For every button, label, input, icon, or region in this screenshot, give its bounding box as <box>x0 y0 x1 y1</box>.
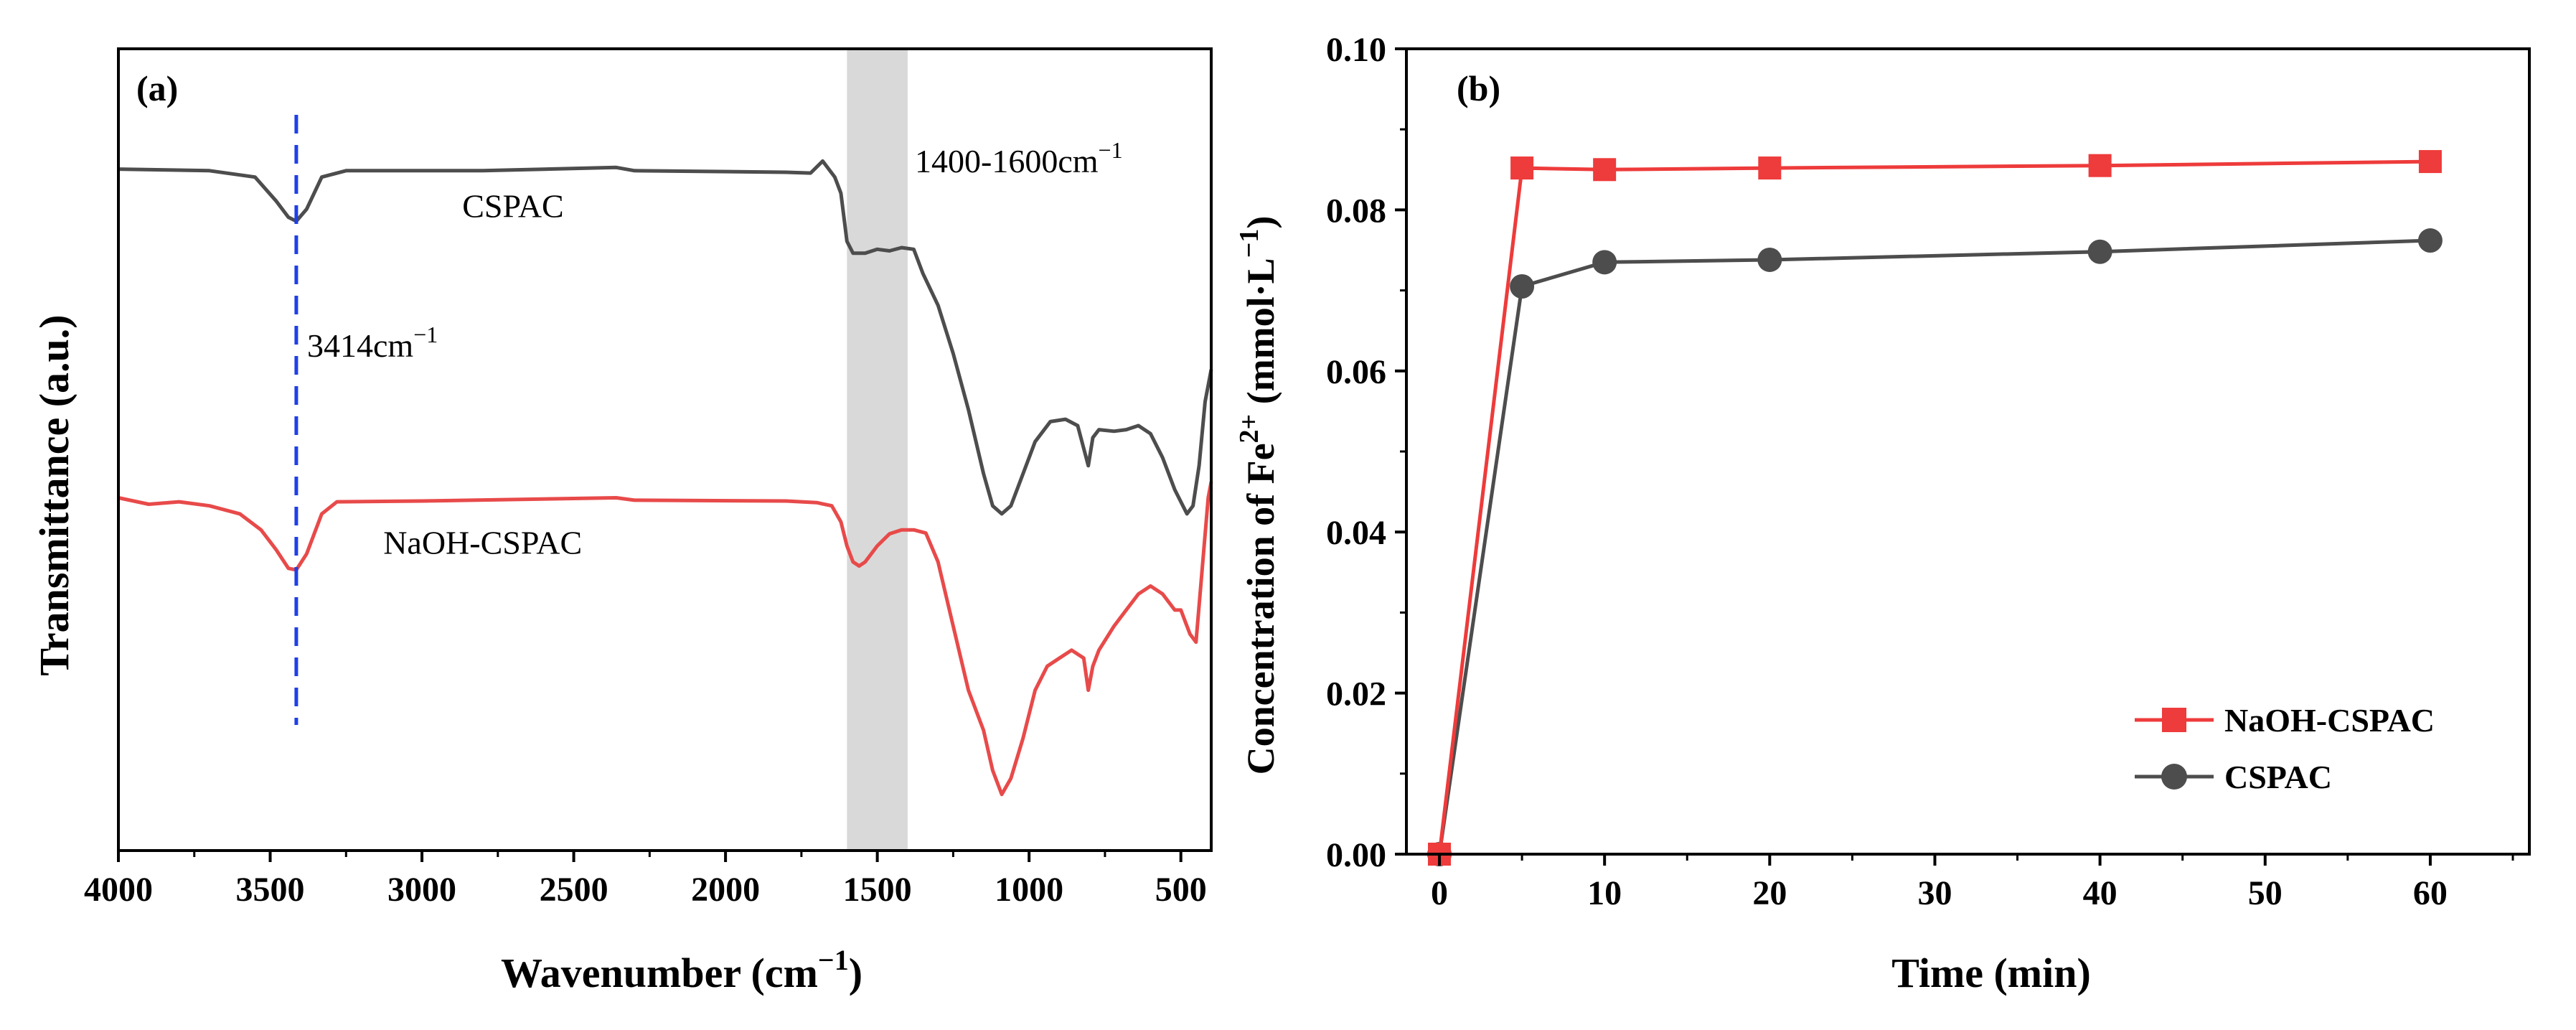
y-label-text: Concentration of Fe <box>1239 443 1282 774</box>
x-label-text: Wavenumber (cm <box>501 950 818 996</box>
panel-b-y-axis-label: Concentration of Fe2+ (mmol·L−1) <box>1234 216 1282 775</box>
series-line-cspac <box>118 159 1213 516</box>
panel-b-fe-concentration-chart: 0 10 20 30 40 50 60 0.00 0.02 0.04 0.06 0.08 0.10 (b… <box>1234 31 2531 996</box>
y-label-mid: (mmol·L <box>1239 258 1282 413</box>
x-tick-label: 30 <box>1917 874 1952 912</box>
y-tick-label: 0.04 <box>1326 514 1386 552</box>
x-tick-label: 3000 <box>387 871 456 909</box>
panel-a-ftir-chart: 4000 3500 3000 2500 2000 1500 1000 500 (a) 1400… <box>31 47 1213 996</box>
x-tick-label: 1000 <box>995 871 1063 909</box>
y-tick-label: 0.00 <box>1326 836 1386 874</box>
data-point-naoh-cspac <box>2088 154 2112 177</box>
x-tick-label: 3500 <box>236 871 305 909</box>
series-line-cspac <box>1437 238 2430 855</box>
panel-b-series-group <box>1427 150 2443 866</box>
y-label-close: ) <box>1239 216 1282 229</box>
data-point-naoh-cspac <box>1510 156 1534 180</box>
legend-label-naoh-cspac: NaOH-CSPAC <box>2224 702 2435 739</box>
data-point-cspac <box>1510 273 1535 299</box>
y-tick-label: 0.02 <box>1326 675 1386 713</box>
data-point-naoh-cspac <box>2418 150 2442 174</box>
legend: NaOH-CSPAC CSPAC <box>2135 702 2435 795</box>
panel-a-plot-frame <box>117 47 1213 852</box>
panel-b-ticks: 0 10 20 30 40 50 60 0.00 0.02 0.04 0.06 0.08 0.10 <box>1326 31 2514 912</box>
x-tick-label: 0 <box>1431 874 1448 912</box>
data-point-cspac <box>2417 228 2443 253</box>
y-label-sup2: −1 <box>1234 229 1264 258</box>
band-label-text: 1400-1600cm <box>915 143 1099 179</box>
data-point-cspac <box>2087 239 2112 264</box>
y-tick-label: 0.08 <box>1326 192 1386 230</box>
series-line-naoh-cspac <box>1437 159 2430 855</box>
data-point-cspac <box>1592 250 1617 275</box>
legend-marker-circle <box>2161 764 2187 790</box>
series-label-naoh-cspac: NaOH-CSPAC <box>383 525 582 561</box>
panel-a-series-group <box>118 159 1213 797</box>
marker-label-sup: −1 <box>413 322 438 347</box>
x-tick-label: 1500 <box>843 871 912 909</box>
x-tick-label: 4000 <box>84 871 153 909</box>
marker-line-label: 3414cm−1 <box>307 322 438 364</box>
shaded-band-1400-1600 <box>847 49 908 851</box>
x-tick-label: 500 <box>1155 871 1207 909</box>
band-label: 1400-1600cm−1 <box>915 137 1123 179</box>
x-tick-label: 50 <box>2248 874 2283 912</box>
data-point-cspac <box>1757 247 1782 272</box>
panel-a-label: (a) <box>136 68 178 108</box>
series-label-cspac: CSPAC <box>462 188 564 225</box>
panel-a-x-axis-label: Wavenumber (cm−1) <box>501 944 862 996</box>
marker-label-text: 3414cm <box>307 327 413 364</box>
x-tick-label: 40 <box>2083 874 2117 912</box>
x-tick-label: 20 <box>1752 874 1787 912</box>
panel-a-x-ticks: 4000 3500 3000 2500 2000 1500 1000 500 <box>84 851 1207 909</box>
x-label-end: ) <box>849 950 862 996</box>
y-tick-label: 0.10 <box>1326 31 1386 69</box>
x-tick-label: 10 <box>1587 874 1622 912</box>
x-tick-label: 60 <box>2413 874 2448 912</box>
panel-a-y-axis-label: Transmittance (a.u.) <box>31 314 77 675</box>
x-tick-label: 2500 <box>540 871 608 909</box>
legend-marker-square <box>2162 708 2186 732</box>
series-line-naoh-cspac <box>118 481 1213 797</box>
data-point-naoh-cspac <box>1758 156 1782 180</box>
panel-b-x-axis-label: Time (min) <box>1891 950 2091 996</box>
x-tick-label: 2000 <box>691 871 760 909</box>
y-tick-label: 0.06 <box>1326 353 1386 391</box>
legend-label-cspac: CSPAC <box>2224 759 2332 795</box>
x-label-sup: −1 <box>818 944 849 976</box>
panel-b-label: (b) <box>1457 68 1500 108</box>
y-label-sup: 2+ <box>1234 414 1264 444</box>
band-label-sup: −1 <box>1099 137 1123 163</box>
data-point-naoh-cspac <box>1593 158 1617 182</box>
